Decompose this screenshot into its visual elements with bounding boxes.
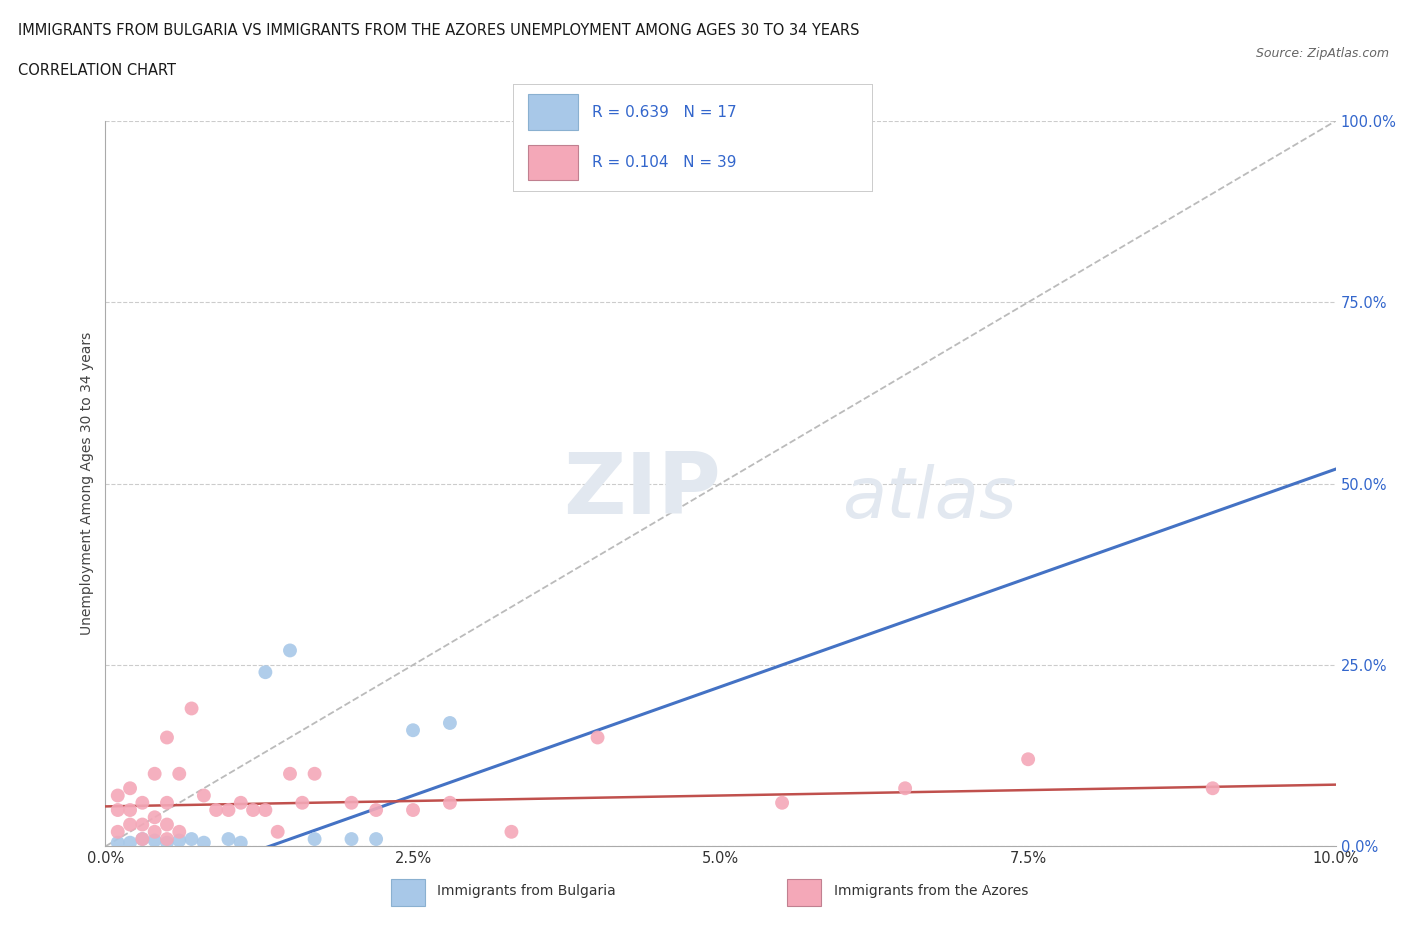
Point <box>120 803 141 817</box>
Point <box>218 831 240 846</box>
Point <box>439 715 461 730</box>
Point <box>156 817 179 832</box>
Point <box>180 701 202 716</box>
Point <box>278 643 301 658</box>
Point <box>120 817 141 832</box>
Point <box>131 817 153 832</box>
Point <box>501 824 523 839</box>
Point <box>131 831 153 846</box>
Point <box>120 835 141 850</box>
Point <box>770 795 793 810</box>
Point <box>894 781 917 796</box>
Point <box>291 795 314 810</box>
Bar <box>527 145 578 180</box>
Point <box>193 835 215 850</box>
Point <box>169 824 191 839</box>
Point <box>107 803 129 817</box>
Point <box>169 766 191 781</box>
Point <box>218 803 240 817</box>
Point <box>131 831 153 846</box>
Point <box>1017 751 1039 766</box>
Point <box>107 835 129 850</box>
Point <box>156 831 179 846</box>
Point <box>156 730 179 745</box>
Point <box>242 803 264 817</box>
Point <box>304 766 326 781</box>
Point <box>364 831 387 846</box>
Point <box>267 824 290 839</box>
Text: ZIP: ZIP <box>562 449 721 532</box>
Point <box>193 788 215 803</box>
Text: Immigrants from the Azores: Immigrants from the Azores <box>834 884 1028 898</box>
Point <box>229 795 252 810</box>
Text: Source: ZipAtlas.com: Source: ZipAtlas.com <box>1256 46 1389 60</box>
Point <box>120 781 141 796</box>
Point <box>107 788 129 803</box>
Y-axis label: Unemployment Among Ages 30 to 34 years: Unemployment Among Ages 30 to 34 years <box>80 332 94 635</box>
Point <box>364 803 387 817</box>
Point <box>169 833 191 848</box>
Point <box>304 831 326 846</box>
Point <box>156 835 179 850</box>
Bar <box>391 879 425 906</box>
Text: atlas: atlas <box>842 464 1017 533</box>
Point <box>131 795 153 810</box>
Point <box>586 730 609 745</box>
Point <box>143 810 166 825</box>
Text: R = 0.639   N = 17: R = 0.639 N = 17 <box>592 104 737 120</box>
Text: IMMIGRANTS FROM BULGARIA VS IMMIGRANTS FROM THE AZORES UNEMPLOYMENT AMONG AGES 3: IMMIGRANTS FROM BULGARIA VS IMMIGRANTS F… <box>18 23 860 38</box>
Point <box>107 824 129 839</box>
Point <box>180 831 202 846</box>
Point <box>143 766 166 781</box>
Point <box>1201 781 1223 796</box>
Point <box>340 831 363 846</box>
Point <box>402 723 425 737</box>
Text: R = 0.104   N = 39: R = 0.104 N = 39 <box>592 154 737 170</box>
Point <box>340 795 363 810</box>
Point <box>254 803 277 817</box>
Point <box>205 803 228 817</box>
Point <box>254 665 277 680</box>
Point <box>439 795 461 810</box>
Bar <box>787 879 821 906</box>
Point <box>156 795 179 810</box>
Point <box>278 766 301 781</box>
Point <box>229 835 252 850</box>
Text: Immigrants from Bulgaria: Immigrants from Bulgaria <box>437 884 616 898</box>
Point <box>402 803 425 817</box>
Bar <box>527 95 578 129</box>
Point <box>143 824 166 839</box>
Point <box>143 833 166 848</box>
Text: CORRELATION CHART: CORRELATION CHART <box>18 63 176 78</box>
